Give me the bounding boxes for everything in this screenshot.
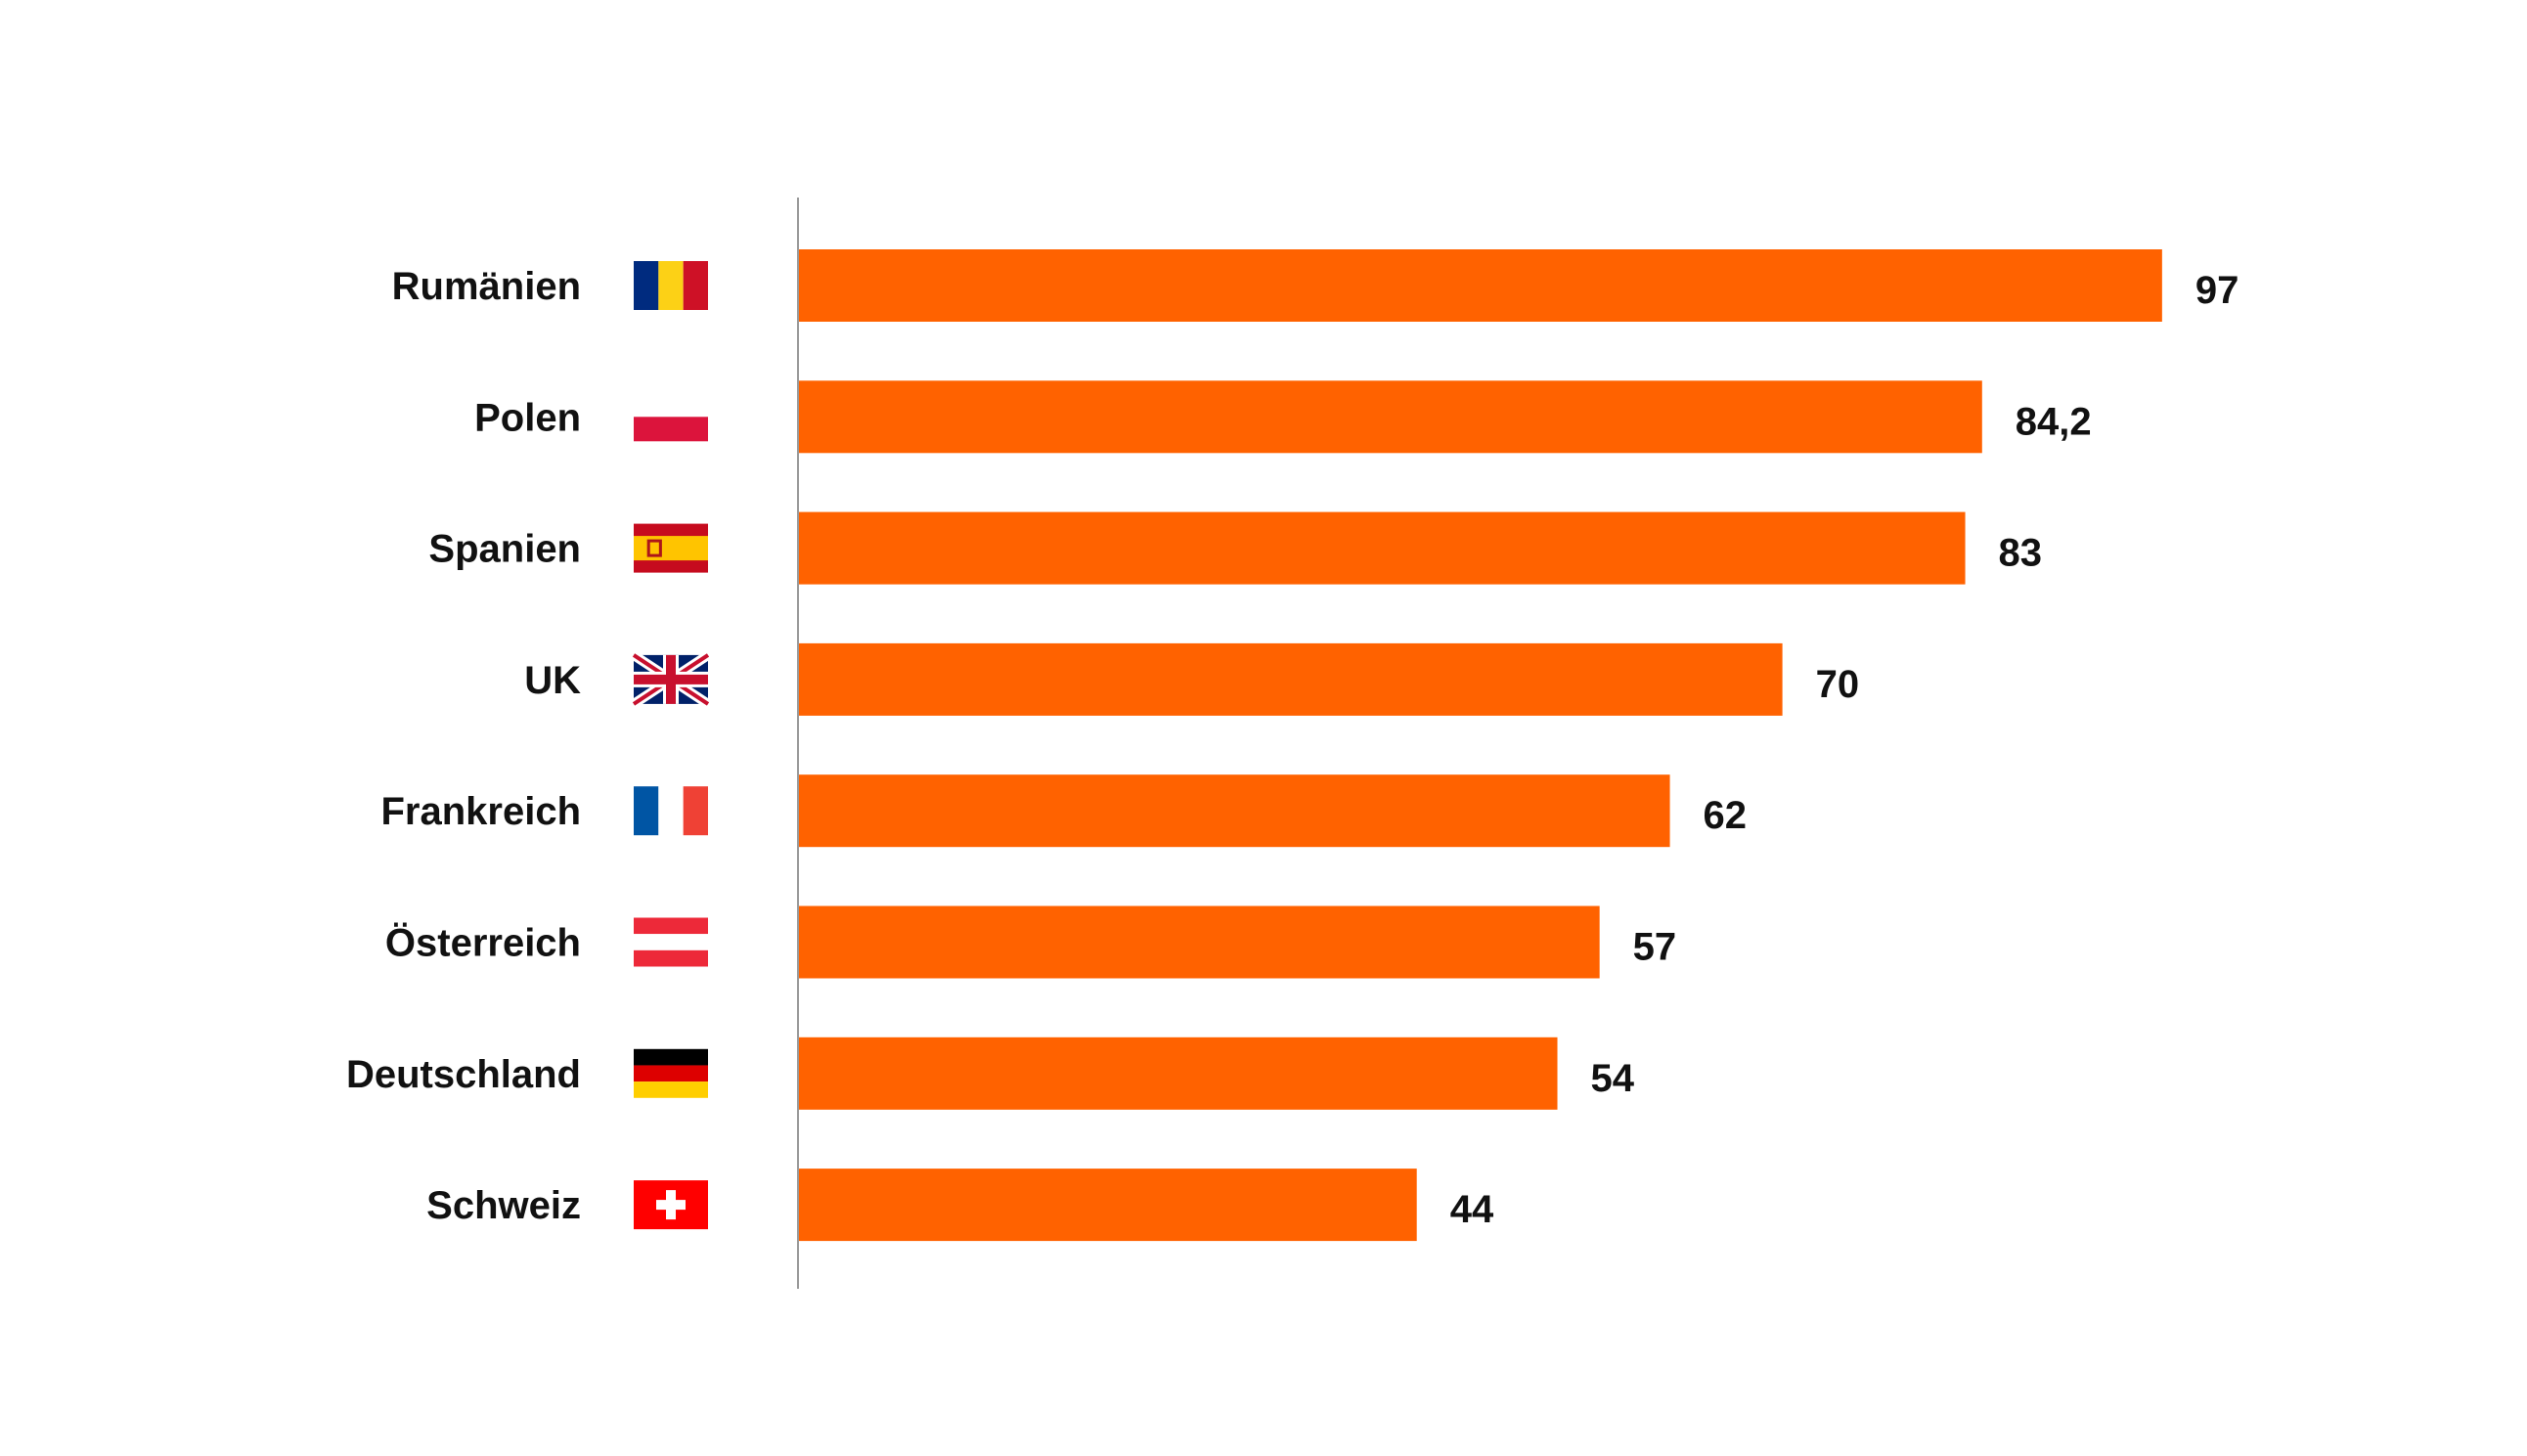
bar-deutschland — [798, 1037, 1558, 1110]
spain-flag-icon — [634, 523, 708, 573]
value-label-deutschland: 54 — [1591, 1057, 1635, 1100]
value-label-oesterreich: 57 — [1633, 926, 1677, 969]
value-label-uk: 70 — [1816, 663, 1860, 706]
bar-oesterreich — [798, 905, 1600, 979]
value-label-spanien: 83 — [1999, 532, 2043, 575]
value-label-frankreich: 62 — [1704, 794, 1748, 837]
bar-polen — [798, 380, 1982, 454]
switzerland-flag-icon — [634, 1180, 708, 1230]
value-label-schweiz: 44 — [1450, 1188, 1494, 1231]
category-label-frankreich: Frankreich — [380, 790, 581, 833]
bar-uk — [798, 642, 1783, 716]
bar-frankreich — [798, 774, 1670, 848]
value-label-polen: 84,2 — [2016, 400, 2092, 443]
bar-schweiz — [798, 1169, 1417, 1242]
bar-spanien — [798, 511, 1966, 585]
austria-flag-icon — [634, 917, 708, 967]
poland-flag-icon — [634, 392, 708, 442]
france-flag-icon — [634, 786, 708, 836]
category-label-oesterreich: Österreich — [385, 921, 581, 965]
category-label-deutschland: Deutschland — [346, 1053, 581, 1096]
category-label-uk: UK — [524, 659, 581, 702]
uk-flag-icon — [631, 650, 711, 709]
germany-flag-icon — [634, 1048, 708, 1098]
category-label-polen: Polen — [474, 396, 581, 439]
category-label-schweiz: Schweiz — [426, 1184, 581, 1227]
category-label-spanien: Spanien — [428, 528, 581, 571]
category-label-rumaenien: Rumänien — [392, 265, 581, 308]
romania-flag-icon — [634, 261, 708, 310]
bar-rumaenien — [798, 249, 2162, 322]
value-label-rumaenien: 97 — [2195, 269, 2239, 312]
